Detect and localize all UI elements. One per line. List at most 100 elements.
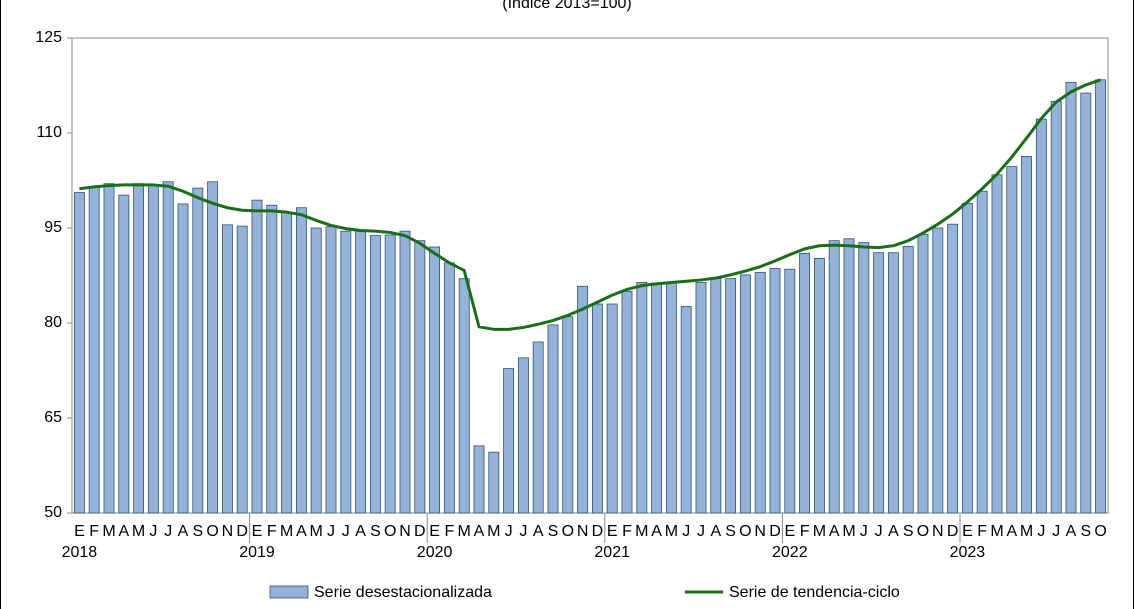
bar: [443, 262, 455, 514]
x-tick-label: N: [222, 523, 234, 540]
x-tick-label: J: [697, 523, 705, 540]
bar: [133, 183, 145, 514]
bar: [710, 278, 722, 514]
x-tick-label: D: [236, 523, 248, 540]
bar: [369, 235, 381, 514]
x-tick-label: D: [947, 523, 959, 540]
bar: [1021, 156, 1033, 514]
bar: [414, 240, 426, 514]
x-tick-label: F: [445, 523, 455, 540]
x-tick-label: M: [842, 523, 855, 540]
year-label: 2023: [950, 544, 986, 561]
bar: [784, 268, 796, 514]
x-tick-label: E: [607, 523, 618, 540]
x-tick-label: J: [505, 523, 513, 540]
bar: [147, 184, 159, 514]
bar: [88, 186, 100, 514]
x-tick-label: E: [962, 523, 973, 540]
bar: [636, 282, 648, 514]
x-tick-label: A: [296, 523, 307, 540]
bar: [813, 257, 825, 514]
y-tick-label: 110: [36, 124, 62, 141]
x-tick-label: S: [725, 523, 736, 540]
bar: [621, 290, 633, 514]
bar: [503, 368, 515, 514]
bar: [266, 204, 278, 514]
bar: [651, 282, 663, 514]
bar: [73, 192, 85, 514]
x-tick-label: N: [932, 523, 944, 540]
bar: [207, 181, 219, 514]
x-tick-label: A: [533, 523, 544, 540]
x-tick-label: S: [903, 523, 914, 540]
bar: [680, 306, 692, 514]
bar: [769, 268, 781, 514]
x-tick-label: J: [682, 523, 690, 540]
chart-subtitle: (Índice 2013=100): [502, 0, 631, 12]
legend-label: Serie de tendencia-ciclo: [729, 584, 900, 601]
x-tick-label: M: [1020, 523, 1033, 540]
x-tick-label: J: [149, 523, 157, 540]
bar: [399, 230, 411, 514]
x-tick-label: E: [74, 523, 85, 540]
x-tick-label: O: [917, 523, 929, 540]
x-tick-label: A: [888, 523, 899, 540]
bar: [665, 282, 677, 514]
bar: [976, 190, 988, 514]
y-tick-label: 80: [44, 314, 62, 331]
x-tick-label: J: [164, 523, 172, 540]
x-tick-label: M: [132, 523, 145, 540]
bar: [547, 324, 559, 514]
bar: [591, 303, 603, 514]
x-tick-label: S: [1080, 523, 1091, 540]
legend-swatch: [269, 585, 309, 599]
year-label: 2021: [594, 544, 630, 561]
x-tick-label: N: [577, 523, 589, 540]
y-tick-label: 50: [44, 504, 62, 521]
bar: [1035, 118, 1047, 514]
bar: [310, 227, 322, 514]
bar: [384, 234, 396, 514]
bar: [1065, 81, 1077, 514]
x-tick-label: E: [429, 523, 440, 540]
x-tick-label: O: [739, 523, 751, 540]
x-tick-label: M: [458, 523, 471, 540]
x-tick-label: O: [562, 523, 574, 540]
legend-label: Serie desestacionalizada: [314, 584, 492, 601]
x-tick-label: F: [89, 523, 99, 540]
x-tick-label: A: [651, 523, 662, 540]
y-tick-label: 95: [44, 219, 62, 236]
bar: [251, 199, 263, 514]
x-tick-label: M: [280, 523, 293, 540]
x-tick-label: A: [178, 523, 189, 540]
x-tick-label: D: [414, 523, 426, 540]
year-label: 2018: [62, 544, 98, 561]
bar: [577, 285, 589, 514]
x-tick-label: A: [1066, 523, 1077, 540]
x-tick-label: M: [102, 523, 115, 540]
bar: [887, 252, 899, 514]
x-tick-label: S: [548, 523, 559, 540]
bar: [917, 233, 929, 514]
x-tick-label: N: [399, 523, 411, 540]
bar: [192, 187, 204, 514]
bar: [429, 246, 441, 514]
x-tick-label: J: [342, 523, 350, 540]
bar: [1095, 79, 1107, 514]
x-tick-label: J: [875, 523, 883, 540]
bar: [843, 238, 855, 514]
bar: [177, 203, 189, 514]
bar: [991, 174, 1003, 514]
x-tick-label: M: [990, 523, 1003, 540]
bar: [873, 252, 885, 514]
x-tick-label: F: [800, 523, 810, 540]
year-label: 2022: [772, 544, 808, 561]
x-tick-label: D: [592, 523, 604, 540]
bar: [295, 207, 307, 514]
x-tick-label: A: [474, 523, 485, 540]
bar: [739, 274, 751, 514]
x-tick-label: J: [860, 523, 868, 540]
bar: [517, 357, 529, 514]
x-tick-label: A: [118, 523, 129, 540]
